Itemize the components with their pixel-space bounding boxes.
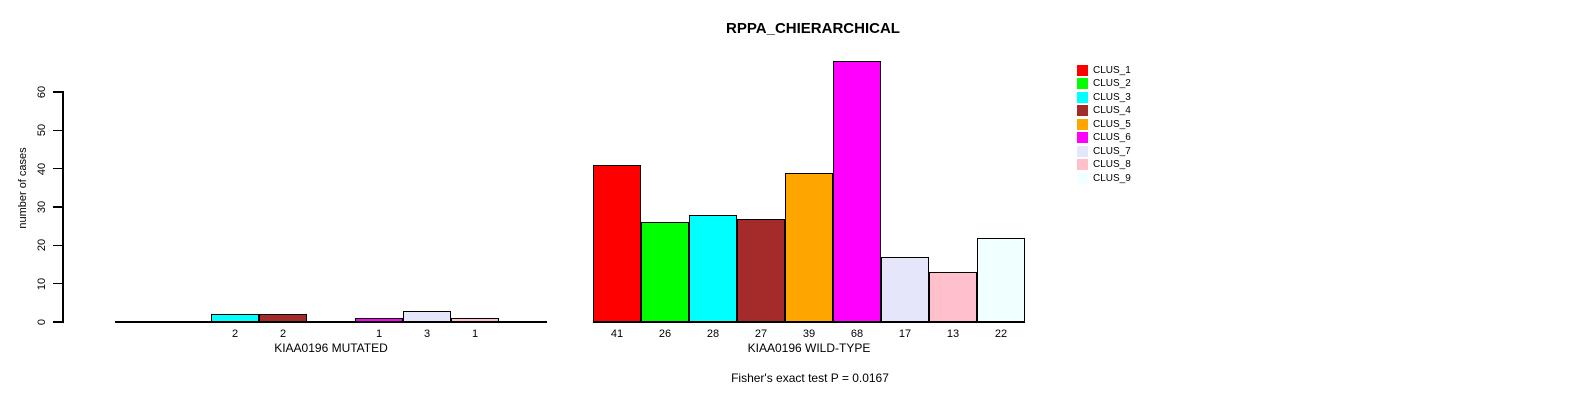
- bar-value-label: 26: [658, 328, 672, 340]
- bar-clus_2-panel1: [641, 222, 689, 322]
- legend-label: CLUS_6: [1093, 132, 1131, 143]
- bar-clus_6-panel0: [355, 318, 403, 322]
- y-axis-tick: [53, 321, 62, 323]
- bar-clus_4-panel1: [737, 218, 785, 322]
- legend-swatch-clus_1: [1077, 64, 1088, 76]
- y-axis-tick: [53, 167, 62, 170]
- bar-value-label: 13: [946, 328, 960, 340]
- legend-item-clus_7: CLUS_7: [1077, 145, 1131, 157]
- bar-value-label: 68: [850, 328, 864, 340]
- legend-item-clus_1: CLUS_1: [1077, 64, 1131, 76]
- legend-swatch-clus_6: [1077, 132, 1088, 143]
- legend-swatch-clus_4: [1077, 105, 1088, 116]
- bar-value-label: 1: [471, 328, 479, 340]
- bar-value-label: 27: [754, 328, 768, 340]
- bar-value-label: 17: [898, 328, 912, 340]
- legend-swatch-clus_7: [1077, 145, 1088, 157]
- bar-clus_8-panel0: [451, 318, 499, 322]
- y-axis-tick-label: 10: [36, 277, 48, 290]
- legend-label: CLUS_7: [1093, 145, 1131, 157]
- y-axis-tick-label: 30: [36, 200, 48, 214]
- bar-value-label: 2: [231, 328, 239, 340]
- y-axis-line: [62, 91, 64, 323]
- bar-clus_7-panel0: [403, 310, 451, 322]
- bar-value-label: 39: [802, 328, 816, 340]
- x-axis-label-mutated: KIAA0196 MUTATED: [274, 341, 388, 355]
- y-axis-tick: [53, 206, 62, 208]
- legend-label: CLUS_5: [1093, 118, 1131, 130]
- bar-value-label: 1: [375, 328, 383, 340]
- y-axis-tick: [53, 129, 62, 132]
- legend-swatch-clus_9: [1077, 172, 1088, 184]
- bar-clus_6-panel1: [833, 61, 881, 322]
- y-axis-tick: [53, 282, 62, 285]
- legend-label: CLUS_8: [1093, 159, 1131, 170]
- bar-clus_8-panel1: [929, 272, 977, 322]
- y-axis-tick-label: 40: [36, 162, 48, 175]
- bar-clus_7-panel1: [881, 256, 929, 322]
- bar-clus_4-panel0: [259, 314, 307, 322]
- legend-item-clus_3: CLUS_3: [1077, 91, 1131, 103]
- bar-clus_1-panel1: [593, 164, 641, 322]
- bar-value-label: 3: [423, 328, 431, 340]
- legend-item-clus_9: CLUS_9: [1077, 172, 1131, 184]
- bar-clus_3-panel1: [689, 214, 737, 322]
- legend-label: CLUS_9: [1093, 172, 1131, 184]
- legend-label: CLUS_4: [1093, 105, 1131, 116]
- legend-label: CLUS_1: [1093, 64, 1131, 76]
- legend-label: CLUS_3: [1093, 91, 1131, 103]
- bar-value-label: 22: [994, 328, 1008, 340]
- bar-clus_5-panel1: [785, 172, 833, 322]
- legend-label: CLUS_2: [1093, 78, 1131, 89]
- x-axis-line: [115, 321, 547, 323]
- bar-clus_3-panel0: [211, 314, 259, 322]
- bar-value-label: 41: [610, 328, 624, 340]
- legend-item-clus_4: CLUS_4: [1077, 105, 1131, 117]
- x-axis-label-wildtype: KIAA0196 WILD-TYPE: [747, 341, 871, 355]
- legend-swatch-clus_3: [1077, 91, 1088, 103]
- bar-value-label: 2: [279, 328, 287, 340]
- fisher-test-annotation: Fisher's exact test P = 0.0167: [731, 371, 889, 385]
- legend-item-clus_5: CLUS_5: [1077, 118, 1131, 130]
- y-axis-tick-label: 20: [36, 239, 48, 252]
- y-axis-tick-label: 60: [36, 85, 48, 99]
- x-axis-line: [593, 321, 1025, 323]
- chart-title: RPPA_CHIERARCHICAL: [726, 20, 900, 37]
- legend: CLUS_1 CLUS_2 CLUS_3 CLUS_4 CLUS_5 CLUS_6 CLUS…: [1077, 64, 1131, 186]
- bar-value-label: 28: [706, 328, 720, 340]
- legend-swatch-clus_8: [1077, 159, 1088, 170]
- legend-item-clus_8: CLUS_8: [1077, 159, 1131, 171]
- legend-item-clus_2: CLUS_2: [1077, 78, 1131, 90]
- y-axis-tick: [53, 91, 62, 93]
- y-axis-tick: [53, 244, 62, 247]
- legend-swatch-clus_5: [1077, 118, 1088, 130]
- y-axis-tick-label: 50: [36, 124, 48, 137]
- bar-clus_9-panel1: [977, 237, 1025, 322]
- y-axis-tick-label: 0: [36, 318, 48, 326]
- legend-swatch-clus_2: [1077, 78, 1088, 89]
- legend-item-clus_6: CLUS_6: [1077, 132, 1131, 144]
